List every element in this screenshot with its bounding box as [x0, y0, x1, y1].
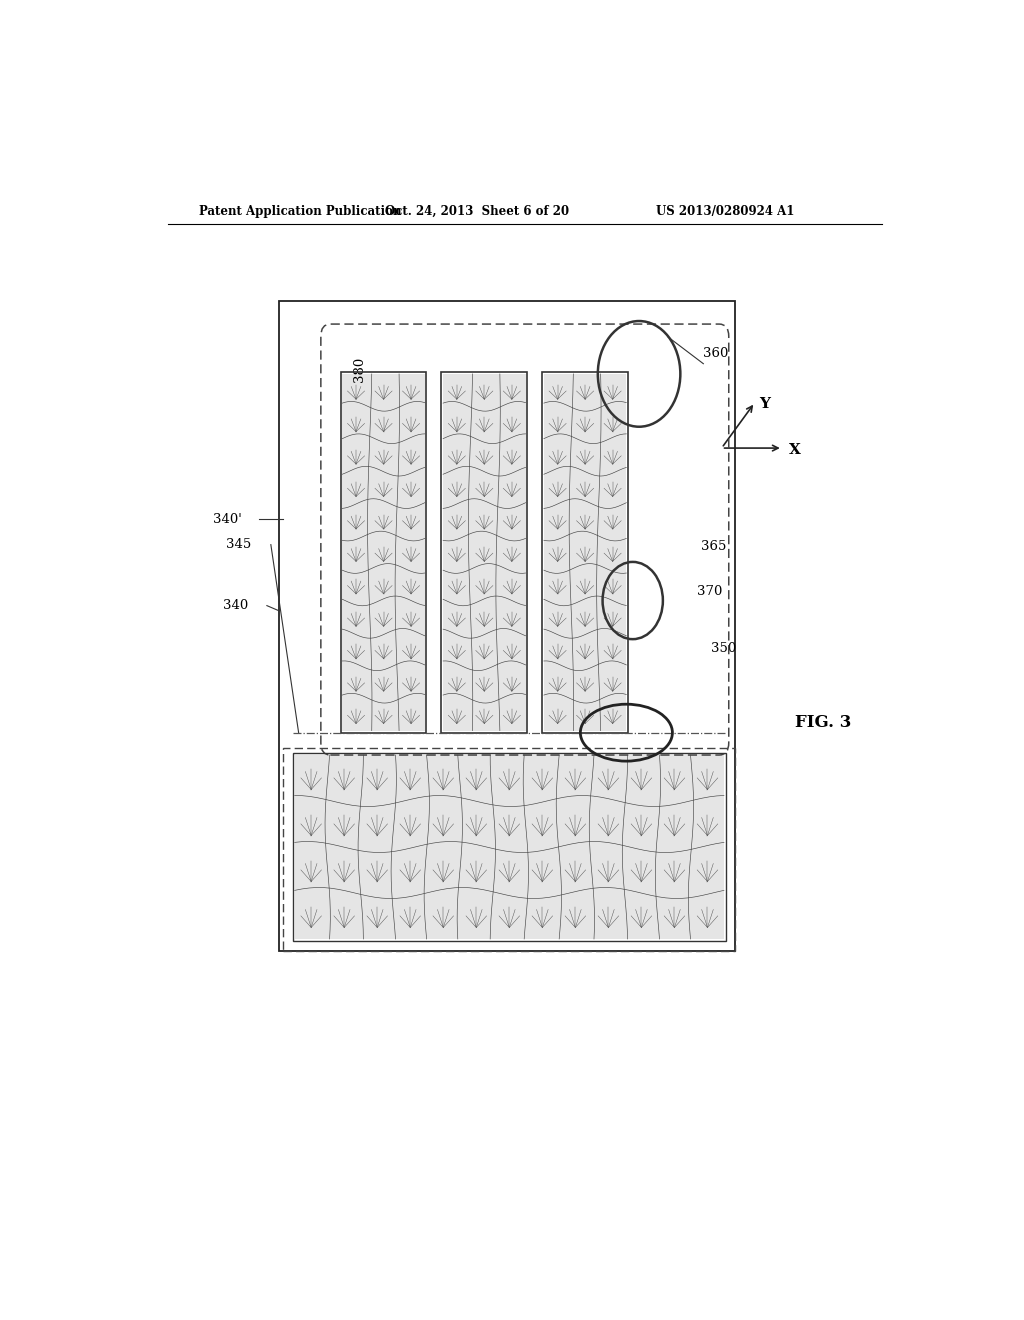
Text: US 2013/0280924 A1: US 2013/0280924 A1: [656, 205, 795, 218]
Text: X: X: [790, 444, 801, 457]
Text: 365: 365: [701, 540, 726, 553]
Text: 340': 340': [213, 512, 242, 525]
Bar: [544, 374, 627, 731]
Text: FIG. 3: FIG. 3: [795, 714, 851, 731]
Bar: [341, 372, 426, 733]
Bar: [293, 752, 726, 941]
Bar: [295, 755, 724, 939]
Text: Oct. 24, 2013  Sheet 6 of 20: Oct. 24, 2013 Sheet 6 of 20: [385, 205, 569, 218]
Bar: [279, 301, 735, 952]
Bar: [543, 372, 628, 733]
Bar: [443, 374, 525, 731]
Bar: [441, 372, 527, 733]
Text: 380: 380: [353, 358, 367, 383]
Bar: [342, 374, 425, 731]
Text: 360: 360: [703, 347, 729, 360]
Text: Patent Application Publication: Patent Application Publication: [200, 205, 402, 218]
Text: 340: 340: [222, 599, 248, 612]
Text: 350: 350: [712, 642, 736, 655]
Text: 370: 370: [697, 585, 722, 598]
Text: 345: 345: [226, 539, 252, 552]
Text: Y: Y: [759, 397, 770, 412]
Bar: [283, 748, 735, 952]
